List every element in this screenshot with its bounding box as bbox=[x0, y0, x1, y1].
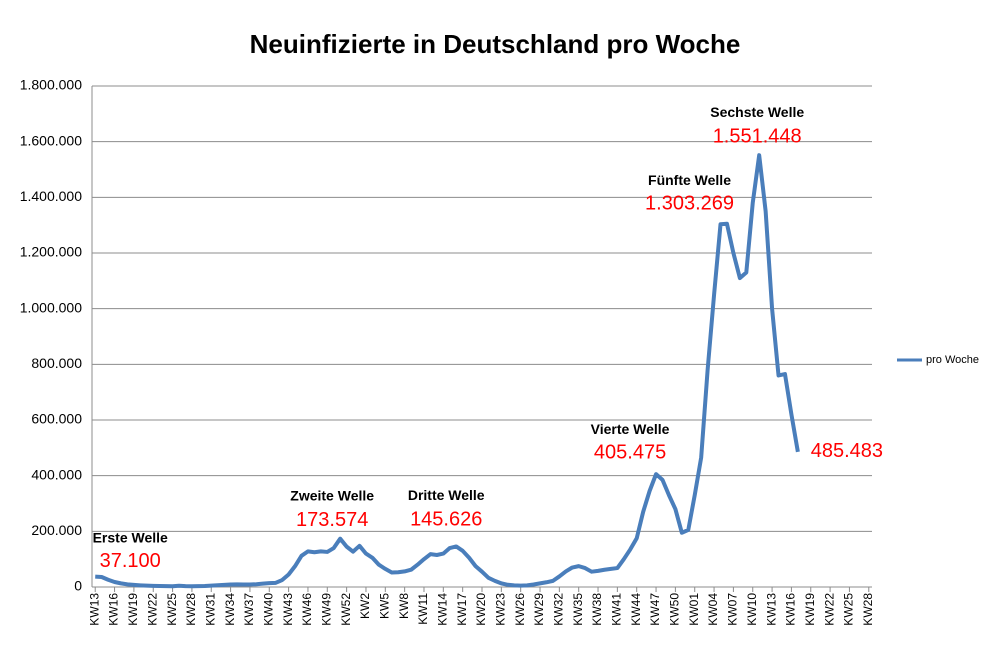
y-tick-label: 200.000 bbox=[31, 522, 82, 538]
x-tick-label: KW13 bbox=[87, 593, 101, 626]
y-tick-label: 1.800.000 bbox=[20, 77, 82, 93]
y-tick-label: 0 bbox=[74, 578, 82, 594]
x-tick-label: KW25 bbox=[842, 593, 856, 626]
wave-label: Erste Welle bbox=[93, 529, 168, 545]
x-tick-label: KW13 bbox=[764, 593, 778, 626]
y-tick-label: 800.000 bbox=[31, 355, 82, 371]
wave-label: Zweite Welle bbox=[290, 487, 374, 503]
x-tick-label: KW35 bbox=[571, 593, 585, 626]
x-tick-label: KW16 bbox=[107, 593, 121, 626]
x-tick-label: KW23 bbox=[494, 593, 508, 626]
legend-label: pro Woche bbox=[926, 354, 979, 366]
x-tick-label: KW46 bbox=[300, 593, 314, 626]
x-tick-label: KW40 bbox=[261, 593, 275, 626]
x-tick-label: KW10 bbox=[745, 593, 759, 626]
x-tick-label: KW44 bbox=[629, 593, 643, 626]
x-tick-label: KW5 bbox=[377, 593, 391, 619]
y-tick-label: 400.000 bbox=[31, 466, 82, 482]
x-tick-label: KW31 bbox=[203, 593, 217, 626]
x-tick-label: KW07 bbox=[726, 593, 740, 626]
chart-title: Neuinfizierte in Deutschland pro Woche bbox=[250, 29, 741, 59]
x-tick-label: KW29 bbox=[532, 593, 546, 626]
x-tick-label: KW38 bbox=[590, 593, 604, 626]
x-tick-label: KW25 bbox=[165, 593, 179, 626]
x-tick-label: KW2 bbox=[358, 593, 372, 619]
wave-label: Vierte Welle bbox=[591, 421, 670, 437]
value-label: 485.483 bbox=[811, 440, 883, 462]
y-tick-label: 1.200.000 bbox=[20, 244, 82, 260]
x-tick-label: KW8 bbox=[397, 593, 411, 619]
value-label: 145.626 bbox=[410, 509, 482, 531]
x-tick-label: KW01 bbox=[687, 593, 701, 626]
x-tick-label: KW20 bbox=[474, 593, 488, 626]
value-label: 1.551.448 bbox=[713, 125, 802, 147]
x-tick-label: KW17 bbox=[455, 593, 469, 626]
x-tick-label: KW32 bbox=[552, 593, 566, 626]
x-tick-label: KW28 bbox=[184, 593, 198, 626]
y-tick-label: 1.400.000 bbox=[20, 188, 82, 204]
x-tick-label: KW19 bbox=[126, 593, 140, 626]
x-tick-label: KW19 bbox=[803, 593, 817, 626]
x-tick-label: KW11 bbox=[416, 593, 430, 625]
series-line bbox=[95, 153, 800, 589]
x-tick-label: KW43 bbox=[281, 593, 295, 626]
x-tick-label: KW50 bbox=[668, 593, 682, 626]
wave-label: Fünfte Welle bbox=[648, 172, 731, 188]
x-tick-label: KW14 bbox=[435, 593, 449, 626]
wave-label: Dritte Welle bbox=[408, 487, 485, 503]
value-label: 37.100 bbox=[100, 550, 161, 572]
x-tick-label: KW34 bbox=[223, 593, 237, 626]
x-tick-label: KW22 bbox=[145, 593, 159, 626]
wave-label: Sechste Welle bbox=[710, 104, 804, 120]
x-tick-label: KW16 bbox=[784, 593, 798, 626]
x-tick-label: KW22 bbox=[822, 593, 836, 626]
x-tick-label: KW52 bbox=[339, 593, 353, 626]
value-label: 405.475 bbox=[594, 441, 666, 463]
y-tick-label: 600.000 bbox=[31, 411, 82, 427]
y-tick-label: 1.600.000 bbox=[20, 132, 82, 148]
y-tick-label: 1.000.000 bbox=[20, 299, 82, 315]
x-tick-label: KW26 bbox=[513, 593, 527, 626]
value-label: 173.574 bbox=[296, 509, 368, 531]
x-tick-label: KW47 bbox=[648, 593, 662, 626]
x-tick-label: KW49 bbox=[319, 593, 333, 626]
value-label: 1.303.269 bbox=[645, 193, 734, 215]
x-tick-label: KW37 bbox=[242, 593, 256, 626]
x-tick-label: KW04 bbox=[706, 593, 720, 626]
x-tick-label: KW28 bbox=[861, 593, 875, 626]
x-tick-label: KW41 bbox=[610, 593, 624, 626]
